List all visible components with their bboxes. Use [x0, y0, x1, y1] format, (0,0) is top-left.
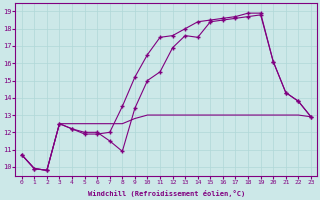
X-axis label: Windchill (Refroidissement éolien,°C): Windchill (Refroidissement éolien,°C): [88, 190, 245, 197]
